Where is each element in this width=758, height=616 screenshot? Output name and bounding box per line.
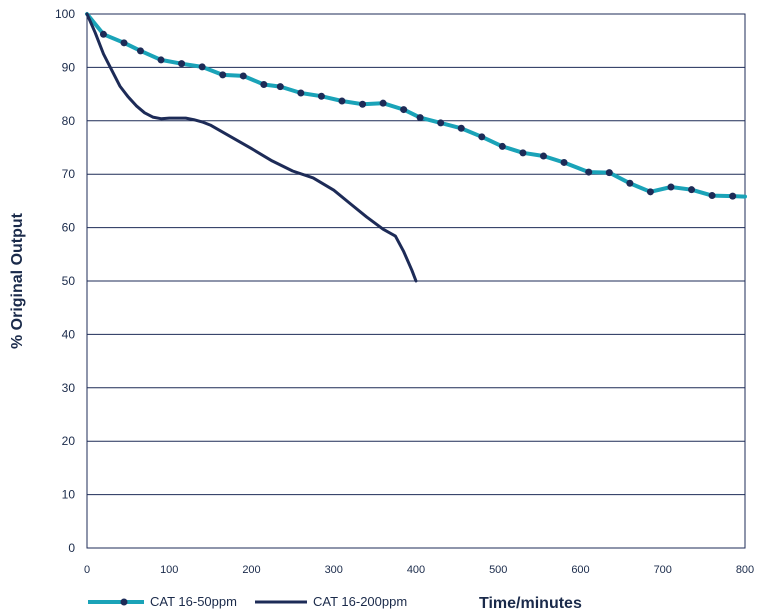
y-tick-label: 0 bbox=[68, 541, 75, 555]
y-tick-label: 40 bbox=[62, 327, 76, 341]
data-point-cat-16-50ppm bbox=[338, 97, 346, 105]
data-point-cat-16-50ppm bbox=[157, 56, 165, 64]
y-tick-label: 70 bbox=[62, 167, 76, 181]
data-point-cat-16-50ppm bbox=[708, 192, 716, 200]
legend-item-cat-16-200ppm: CAT 16-200ppm bbox=[255, 594, 407, 609]
y-tick-label: 60 bbox=[62, 221, 76, 235]
y-axis-title: % Original Output bbox=[9, 212, 26, 349]
data-point-cat-16-50ppm bbox=[239, 72, 247, 80]
y-tick-labels: 0 10 20 30 40 50 60 70 80 90 100 bbox=[55, 7, 75, 555]
data-point-cat-16-50ppm bbox=[626, 179, 634, 187]
x-tick-label: 600 bbox=[571, 564, 589, 576]
data-point-cat-16-50ppm bbox=[136, 47, 144, 55]
x-tick-label: 400 bbox=[407, 564, 425, 576]
data-point-cat-16-50ppm bbox=[260, 80, 268, 88]
data-point-cat-16-50ppm bbox=[667, 183, 675, 191]
y-tick-label: 50 bbox=[62, 274, 76, 288]
legend-label-cat-16-200ppm: CAT 16-200ppm bbox=[313, 594, 407, 609]
data-point-cat-16-50ppm bbox=[359, 100, 367, 108]
data-point-cat-16-50ppm bbox=[379, 99, 387, 107]
data-point-cat-16-50ppm bbox=[605, 169, 613, 177]
data-point-cat-16-50ppm bbox=[478, 133, 486, 141]
series-markers bbox=[99, 30, 737, 200]
plot-frame bbox=[86, 13, 746, 549]
data-point-cat-16-50ppm bbox=[120, 39, 128, 47]
y-tick-label: 30 bbox=[62, 381, 76, 395]
data-point-cat-16-50ppm bbox=[688, 186, 696, 194]
data-point-cat-16-50ppm bbox=[646, 188, 654, 196]
data-point-cat-16-50ppm bbox=[585, 168, 593, 176]
series-lines bbox=[85, 12, 747, 283]
x-tick-label: 100 bbox=[160, 564, 178, 576]
legend: CAT 16-50ppm CAT 16-200ppm bbox=[88, 594, 407, 609]
data-point-cat-16-50ppm bbox=[729, 192, 737, 200]
series-line-cat-16-200ppm bbox=[85, 12, 418, 283]
x-tick-label: 800 bbox=[736, 564, 754, 576]
x-tick-label: 200 bbox=[242, 564, 260, 576]
data-point-cat-16-50ppm bbox=[437, 119, 445, 127]
legend-swatch-marker-cat-16-50ppm bbox=[120, 598, 128, 606]
data-point-cat-16-50ppm bbox=[400, 106, 408, 114]
data-point-cat-16-50ppm bbox=[519, 149, 527, 157]
series-line-cat-16-50ppm bbox=[85, 12, 747, 199]
data-point-cat-16-50ppm bbox=[99, 30, 107, 38]
data-point-cat-16-50ppm bbox=[297, 89, 305, 97]
data-point-cat-16-50ppm bbox=[539, 152, 547, 160]
data-point-cat-16-50ppm bbox=[317, 92, 325, 100]
x-tick-label: 300 bbox=[325, 564, 343, 576]
data-point-cat-16-50ppm bbox=[178, 60, 186, 68]
y-tick-label: 100 bbox=[55, 7, 75, 21]
x-tick-label: 700 bbox=[654, 564, 672, 576]
data-point-cat-16-50ppm bbox=[498, 142, 506, 150]
data-point-cat-16-50ppm bbox=[560, 158, 568, 166]
x-axis-title: Time/minutes bbox=[479, 595, 582, 612]
y-tick-label: 80 bbox=[62, 114, 76, 128]
data-point-cat-16-50ppm bbox=[416, 114, 424, 122]
legend-item-cat-16-50ppm: CAT 16-50ppm bbox=[88, 594, 237, 609]
data-point-cat-16-50ppm bbox=[219, 71, 227, 79]
y-tick-label: 10 bbox=[62, 488, 76, 502]
x-tick-label: 500 bbox=[489, 564, 507, 576]
x-tick-label: 0 bbox=[84, 564, 90, 576]
data-point-cat-16-50ppm bbox=[457, 124, 465, 132]
data-point-cat-16-50ppm bbox=[198, 63, 206, 71]
legend-label-cat-16-50ppm: CAT 16-50ppm bbox=[150, 594, 237, 609]
y-tick-label: 90 bbox=[62, 60, 76, 74]
x-tick-labels: 0 100 200 300 400 500 600 700 800 bbox=[84, 564, 754, 576]
data-point-cat-16-50ppm bbox=[276, 83, 284, 91]
y-tick-label: 20 bbox=[62, 434, 76, 448]
